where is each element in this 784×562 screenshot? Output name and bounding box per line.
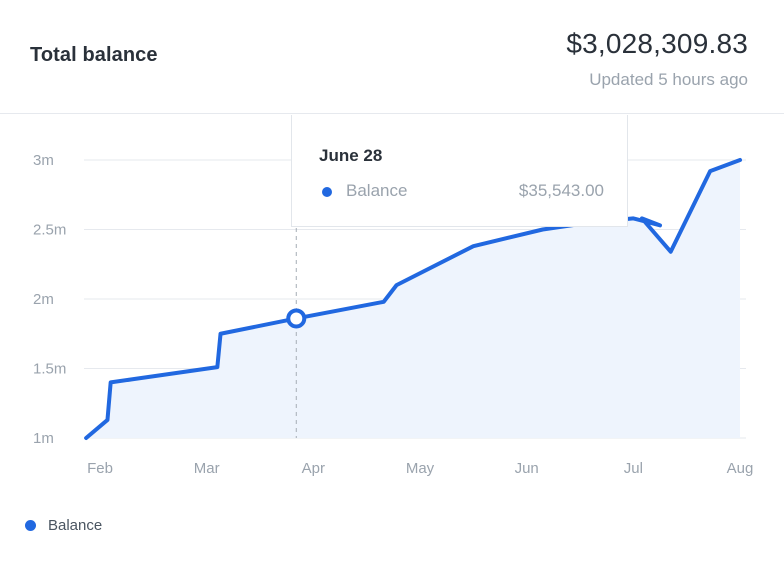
x-tick-label: May	[406, 460, 435, 477]
series-line-balance	[84, 158, 743, 440]
x-tick-label: Feb	[87, 460, 113, 477]
updated-timestamp: Updated 5 hours ago	[589, 70, 748, 89]
chart-legend[interactable]: Balance	[25, 515, 102, 535]
x-tick-label: Aug	[727, 460, 754, 477]
y-tick-label: 1m	[33, 430, 54, 447]
series-area	[86, 160, 741, 438]
y-tick-label: 3m	[33, 152, 54, 169]
x-tick-label: Jun	[515, 460, 539, 477]
chart-tooltip: June 28 Balance $35,543.00	[291, 115, 628, 227]
page-title: Total balance	[30, 44, 158, 66]
x-tick-label: Jul	[624, 460, 643, 477]
y-tick-label: 2.5m	[33, 222, 66, 239]
y-tick-label: 1.5m	[33, 361, 66, 378]
hover-point-marker	[286, 308, 307, 329]
tooltip-series-dot	[322, 187, 332, 197]
total-balance-amount: $3,028,309.83	[566, 28, 748, 59]
legend-dot	[25, 519, 36, 531]
x-tick-label: Apr	[302, 460, 325, 477]
tooltip-date: June 28	[319, 146, 383, 165]
y-tick-label: 2m	[33, 291, 54, 308]
tooltip-series-label: Balance	[346, 181, 408, 200]
tooltip-value: $35,543.00	[518, 181, 604, 200]
legend-label: Balance	[48, 516, 103, 534]
x-tick-label: Mar	[194, 460, 220, 477]
header: Total balance $3,028,309.83 Updated 5 ho…	[0, 0, 784, 114]
